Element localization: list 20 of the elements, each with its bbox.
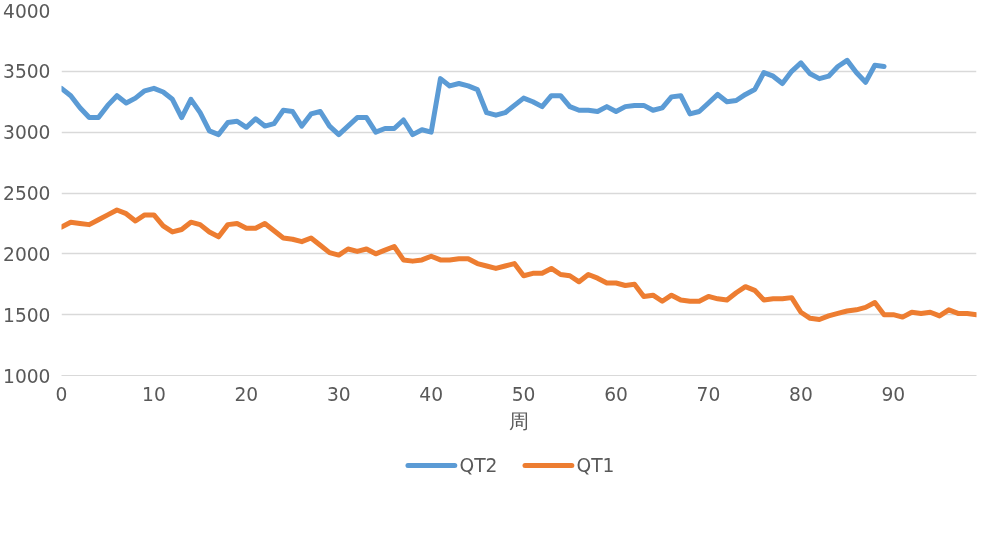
y-tick-label: 3500 [3,61,51,83]
x-tick-label: 40 [419,383,444,405]
x-tick-label: 0 [55,383,68,405]
x-axis-title: 周 [509,408,529,433]
y-tick-label: 1500 [3,304,51,326]
y-tick-label: 3000 [3,122,51,144]
x-tick-label: 30 [326,383,351,405]
x-tick-label: 10 [142,383,166,405]
x-tick-label: 90 [881,383,906,405]
x-tick-label: 70 [696,383,721,405]
y-tick-label: 2500 [3,183,51,204]
y-tick-label: 1000 [3,365,51,387]
y-tick-label: 4000 [3,0,51,22]
y-tick-label: 2000 [3,243,51,265]
x-tick-label: 20 [234,383,259,405]
x-tick-label: 60 [604,383,628,405]
legend-label: QT1 [576,455,615,476]
x-tick-label: 80 [789,383,813,405]
x-tick-label: 50 [511,383,536,405]
legend-label: QT2 [459,455,498,476]
